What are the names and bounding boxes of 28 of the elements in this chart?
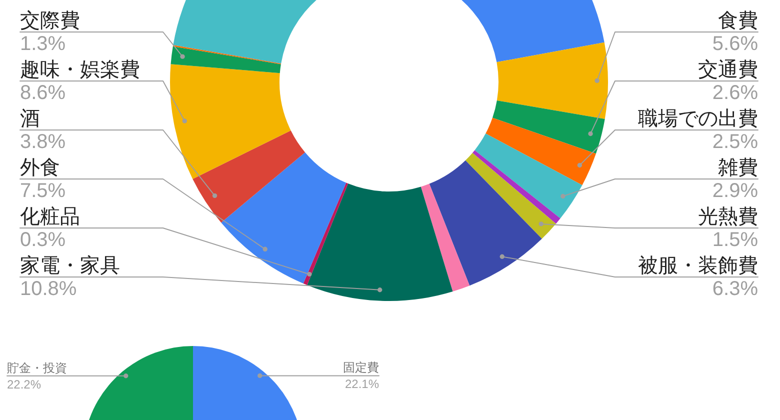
- data-label: 8.6%: [20, 82, 66, 104]
- slice-label: 固定費: [343, 360, 379, 375]
- data-label: 2.5%: [712, 131, 758, 153]
- slice-label: 酒: [20, 108, 40, 130]
- data-label: 3.8%: [20, 131, 66, 153]
- data-label: 2.6%: [712, 82, 758, 104]
- slice-label: 交通費: [698, 59, 758, 81]
- slice-label: 貯金・投資: [7, 360, 67, 375]
- slice-label: 職場での出費: [638, 108, 758, 130]
- data-label: 7.5%: [20, 180, 66, 202]
- data-label: 22.1%: [344, 377, 380, 392]
- data-label: 6.3%: [712, 278, 758, 300]
- slice-label: 光熱費: [698, 206, 758, 228]
- data-label: 10.8%: [20, 278, 77, 300]
- data-label: 5.6%: [712, 33, 758, 55]
- data-label: 0.3%: [20, 229, 66, 251]
- data-label: 22.2%: [7, 377, 42, 392]
- slice-label: 化粧品: [20, 206, 80, 228]
- slice-label: 家電・家具: [20, 255, 120, 277]
- slice-label: 外食: [20, 157, 60, 179]
- slice-label: 食費: [718, 10, 758, 32]
- slice-label: 被服・装飾費: [638, 255, 758, 277]
- slice-label: 趣味・娯楽費: [20, 59, 140, 81]
- slice-label: 交際費: [20, 10, 80, 32]
- data-label: 1.3%: [20, 33, 66, 55]
- slice-label: 雑費: [718, 157, 758, 179]
- data-label: 2.9%: [712, 180, 758, 202]
- data-label: 1.5%: [712, 229, 758, 251]
